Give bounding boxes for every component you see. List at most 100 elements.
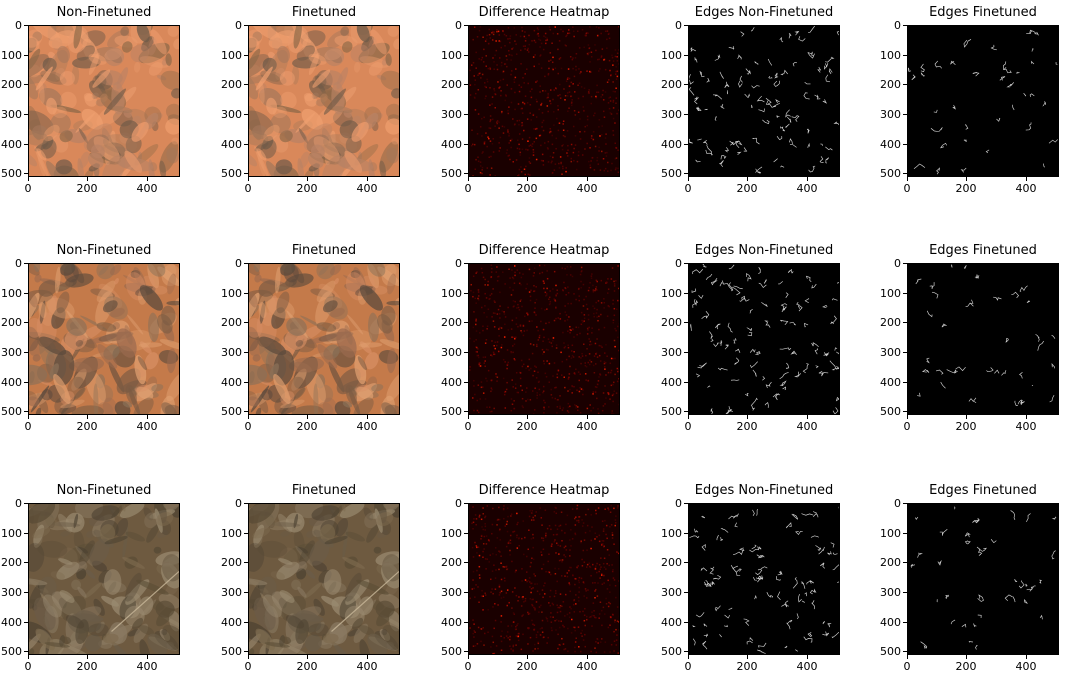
y-tick-mark xyxy=(464,411,468,412)
y-tick-label: 300 xyxy=(1,108,22,121)
y-tick-mark xyxy=(24,55,28,56)
y-tick-label: 200 xyxy=(880,316,901,329)
y-tick-mark xyxy=(24,411,28,412)
x-tick-label: 200 xyxy=(955,420,977,433)
y-tick-label: 400 xyxy=(880,616,901,629)
y-tick-mark xyxy=(903,322,907,323)
y-tick-label: 200 xyxy=(441,316,462,329)
subplot-image xyxy=(688,503,840,655)
x-tick-mark xyxy=(807,655,808,659)
y-tick-mark xyxy=(24,503,28,504)
y-tick-label: 400 xyxy=(1,616,22,629)
y-tick-label: 400 xyxy=(221,616,242,629)
x-tick-label: 200 xyxy=(76,182,98,195)
y-tick-mark xyxy=(244,651,248,652)
x-tick-mark xyxy=(527,177,528,181)
x-tick-mark xyxy=(966,177,967,181)
y-tick-label: 0 xyxy=(455,19,462,32)
y-tick-label: 100 xyxy=(661,49,682,62)
subplot-title: Edges Non-Finetuned xyxy=(694,5,834,20)
y-tick-mark xyxy=(684,114,688,115)
x-tick-label: 400 xyxy=(356,182,378,195)
y-tick-label: 0 xyxy=(675,19,682,32)
y-tick-label: 300 xyxy=(661,108,682,121)
y-tick-label: 100 xyxy=(221,287,242,300)
subplot-title: Difference Heatmap xyxy=(478,243,610,258)
y-tick-label: 500 xyxy=(1,405,22,418)
y-tick-mark xyxy=(464,25,468,26)
y-tick-mark xyxy=(24,25,28,26)
x-tick-mark xyxy=(28,655,29,659)
y-tick-mark xyxy=(24,173,28,174)
y-tick-label: 400 xyxy=(441,616,462,629)
y-tick-mark xyxy=(464,55,468,56)
subplot-image xyxy=(907,503,1059,655)
subplot-title: Difference Heatmap xyxy=(478,5,610,20)
y-tick-mark xyxy=(24,144,28,145)
y-tick-label: 500 xyxy=(661,167,682,180)
x-tick-label: 400 xyxy=(136,660,158,673)
y-tick-mark xyxy=(684,55,688,56)
subplot-panel: Difference Heatmap 0 100 200 300 400 500 0 200 40… xyxy=(441,244,620,432)
y-tick-label: 300 xyxy=(441,586,462,599)
y-tick-mark xyxy=(244,411,248,412)
subplot-image xyxy=(248,263,400,415)
subplot-panel: Difference Heatmap 0 100 200 300 400 500 0 200 40… xyxy=(441,6,620,194)
x-tick-label: 200 xyxy=(76,660,98,673)
y-tick-label: 500 xyxy=(661,645,682,658)
subplot-title: Finetuned xyxy=(291,243,357,258)
y-tick-label: 500 xyxy=(661,405,682,418)
y-tick-label: 500 xyxy=(221,167,242,180)
y-tick-label: 100 xyxy=(880,527,901,540)
x-tick-mark xyxy=(147,415,148,419)
subplot-image xyxy=(907,263,1059,415)
y-tick-mark xyxy=(464,382,468,383)
x-tick-label: 400 xyxy=(576,420,598,433)
y-tick-mark xyxy=(244,84,248,85)
subplot-title: Non-Finetuned xyxy=(56,483,152,498)
x-tick-label: 0 xyxy=(903,660,911,673)
y-tick-mark xyxy=(464,562,468,563)
y-tick-mark xyxy=(903,651,907,652)
x-tick-mark xyxy=(307,655,308,659)
y-tick-label: 200 xyxy=(880,78,901,91)
y-tick-label: 200 xyxy=(661,556,682,569)
x-tick-mark xyxy=(468,655,469,659)
x-tick-mark xyxy=(147,177,148,181)
y-tick-label: 400 xyxy=(880,138,901,151)
y-tick-label: 0 xyxy=(455,497,462,510)
y-tick-label: 100 xyxy=(441,287,462,300)
y-tick-mark xyxy=(464,84,468,85)
y-tick-label: 100 xyxy=(441,49,462,62)
x-tick-mark xyxy=(468,177,469,181)
x-tick-label: 0 xyxy=(244,420,252,433)
x-tick-label: 400 xyxy=(136,182,158,195)
y-tick-label: 400 xyxy=(441,376,462,389)
subplot-panel: Edges Finetuned 0 100 200 300 400 500 0 200 400 xyxy=(880,484,1059,672)
subplot-title: Edges Finetuned xyxy=(929,5,1037,20)
x-tick-label: 0 xyxy=(903,182,911,195)
y-tick-mark xyxy=(903,562,907,563)
x-tick-label: 0 xyxy=(244,660,252,673)
y-tick-mark xyxy=(903,592,907,593)
y-tick-label: 0 xyxy=(894,497,901,510)
y-tick-mark xyxy=(464,114,468,115)
subplot-title: Non-Finetuned xyxy=(56,5,152,20)
x-tick-label: 200 xyxy=(76,420,98,433)
y-tick-mark xyxy=(244,322,248,323)
y-tick-label: 500 xyxy=(441,405,462,418)
x-tick-mark xyxy=(307,177,308,181)
y-tick-label: 200 xyxy=(661,316,682,329)
y-tick-label: 400 xyxy=(1,376,22,389)
y-tick-mark xyxy=(244,144,248,145)
x-tick-label: 0 xyxy=(244,182,252,195)
y-tick-label: 200 xyxy=(661,78,682,91)
subplot-image xyxy=(907,25,1059,177)
y-tick-label: 400 xyxy=(661,138,682,151)
x-tick-label: 400 xyxy=(576,660,598,673)
y-tick-label: 200 xyxy=(221,556,242,569)
y-tick-label: 0 xyxy=(455,257,462,270)
y-tick-mark xyxy=(464,352,468,353)
x-tick-label: 200 xyxy=(516,182,538,195)
y-tick-mark xyxy=(903,144,907,145)
